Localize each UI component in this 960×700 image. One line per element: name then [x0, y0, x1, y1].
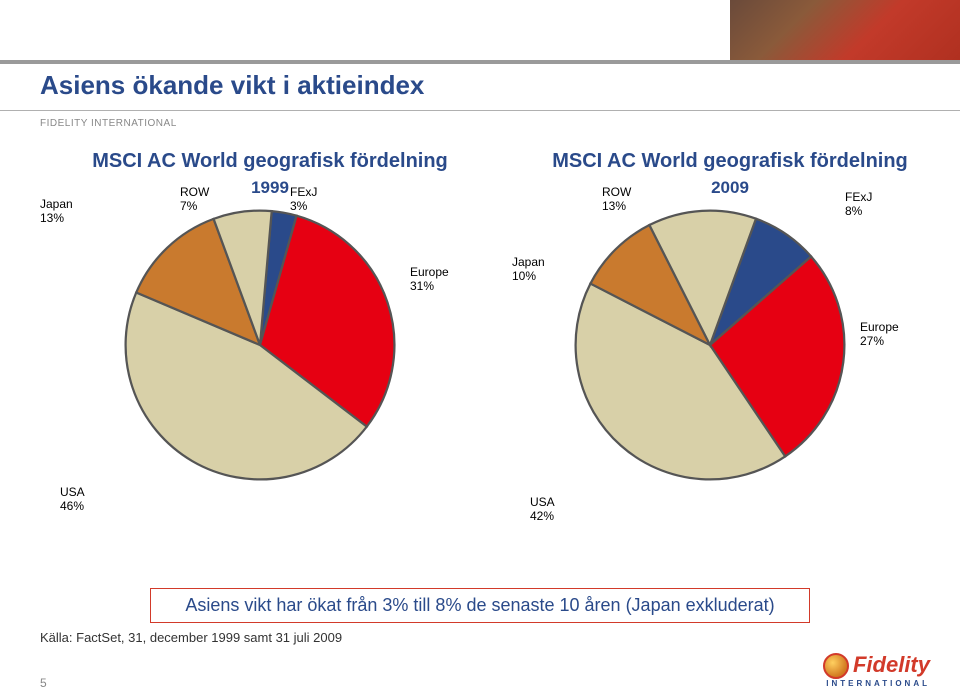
pie-label-pct: 13% [602, 199, 631, 213]
pie-left [120, 205, 400, 485]
header-rule-thick [0, 60, 960, 64]
pie-label-name: ROW [602, 185, 631, 199]
page-title: Asiens ökande vikt i aktieindex [40, 70, 424, 101]
header-rule-thin [0, 110, 960, 111]
pie-label-usa: USA42% [530, 495, 555, 524]
pie-label-pct: 31% [410, 279, 449, 293]
pie-label-name: Europe [410, 265, 449, 279]
pie-label-name: FExJ [845, 190, 872, 204]
chart-left-year: 1999 [60, 178, 480, 198]
source-text: Källa: FactSet, 31, december 1999 samt 3… [40, 630, 342, 645]
pie-label-europe: Europe31% [410, 265, 449, 294]
pie-label-pct: 46% [60, 499, 85, 513]
pie-label-row: ROW7% [180, 185, 209, 214]
pie-right [570, 205, 850, 485]
brand-subtitle: FIDELITY INTERNATIONAL [40, 118, 177, 129]
pie-label-name: USA [60, 485, 85, 499]
globe-icon [823, 653, 849, 679]
pie-label-name: Japan [512, 255, 545, 269]
pie-label-pct: 3% [290, 199, 317, 213]
pie-label-name: ROW [180, 185, 209, 199]
pie-left-wrap: FExJ3%Europe31%USA46%Japan13%ROW7% [120, 205, 400, 485]
pie-label-name: USA [530, 495, 555, 509]
chart-left-title: MSCI AC World geografisk fördelning [60, 150, 480, 173]
pie-label-row: ROW13% [602, 185, 631, 214]
pie-label-fexj: FExJ8% [845, 190, 872, 219]
pie-label-name: Japan [40, 197, 73, 211]
pie-label-pct: 27% [860, 334, 899, 348]
pie-label-pct: 10% [512, 269, 545, 283]
pie-label-name: Europe [860, 320, 899, 334]
pie-label-europe: Europe27% [860, 320, 899, 349]
logo-sub: INTERNATIONAL [823, 679, 930, 688]
page-number: 5 [40, 676, 47, 690]
pie-label-pct: 13% [40, 211, 73, 225]
chart-right-title: MSCI AC World geografisk fördelning [520, 150, 940, 173]
pie-label-name: FExJ [290, 185, 317, 199]
pie-label-pct: 7% [180, 199, 209, 213]
fidelity-logo: Fidelity INTERNATIONAL [823, 652, 930, 688]
pie-label-japan: Japan10% [512, 255, 545, 284]
chart-right-year: 2009 [520, 178, 940, 198]
pie-label-japan: Japan13% [40, 197, 73, 226]
pie-label-usa: USA46% [60, 485, 85, 514]
highlight-box: Asiens vikt har ökat från 3% till 8% de … [150, 588, 810, 623]
pie-label-pct: 42% [530, 509, 555, 523]
header-photo [730, 0, 960, 60]
pie-label-fexj: FExJ3% [290, 185, 317, 214]
pie-label-pct: 8% [845, 204, 872, 218]
pie-right-wrap: FExJ8%Europe27%USA42%Japan10%ROW13% [570, 205, 850, 485]
logo-text: Fidelity [853, 652, 930, 677]
